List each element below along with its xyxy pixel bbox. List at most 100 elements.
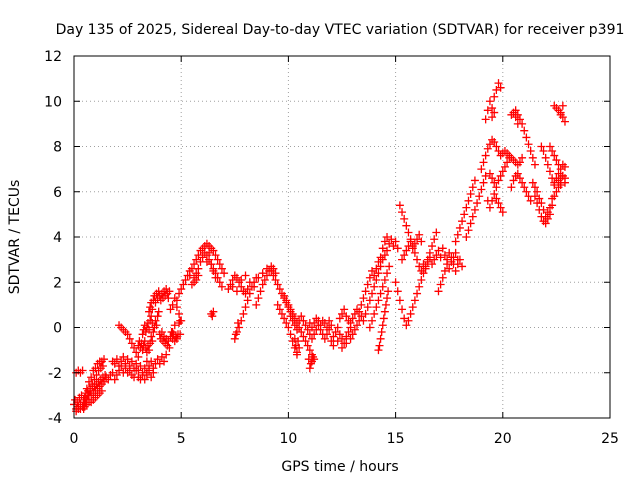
data-point: [157, 352, 166, 361]
y-tick-label: 2: [53, 275, 62, 291]
data-point: [294, 337, 303, 346]
data-point: [149, 364, 158, 373]
data-point: [211, 269, 220, 278]
data-point: [190, 260, 199, 269]
data-point: [168, 328, 177, 337]
data-point: [153, 312, 162, 321]
data-point: [375, 341, 384, 350]
data-point: [498, 208, 507, 217]
data-point: [90, 375, 99, 384]
data-point: [220, 269, 229, 278]
x-tick-labels: 0 5 10 15 20 25: [70, 431, 619, 447]
data-point: [215, 260, 224, 269]
data-point: [243, 296, 252, 305]
data-point: [391, 237, 400, 246]
data-point: [462, 233, 471, 241]
data-point: [237, 275, 246, 284]
data-point: [398, 305, 407, 314]
data-point: [556, 165, 565, 174]
data-point: [515, 115, 524, 124]
data-point: [331, 328, 340, 337]
data-point: [273, 300, 282, 309]
data-point: [207, 260, 216, 269]
data-point: [357, 312, 366, 321]
data-point: [108, 368, 117, 377]
data-point: [539, 205, 548, 214]
data-point: [76, 404, 85, 413]
data-point: [509, 176, 518, 185]
data-point: [307, 357, 316, 366]
data-point: [194, 264, 203, 273]
data-point: [154, 307, 163, 316]
data-point: [464, 196, 473, 205]
data-point: [162, 350, 171, 359]
data-point: [453, 260, 462, 269]
data-point: [550, 151, 559, 160]
data-point: [430, 255, 439, 264]
data-point: [423, 257, 432, 266]
data-point: [507, 183, 516, 192]
data-point: [541, 219, 550, 228]
x-tick-label: 0: [70, 431, 79, 447]
data-point: [421, 264, 430, 273]
data-point: [378, 255, 387, 264]
data-point: [342, 339, 351, 348]
data-point: [494, 176, 503, 185]
data-point: [556, 180, 565, 189]
data-point: [558, 113, 567, 122]
data-point: [402, 221, 411, 230]
data-point: [185, 271, 194, 280]
data-point: [488, 174, 497, 183]
data-point: [234, 318, 243, 327]
data-point: [310, 330, 319, 339]
data-point: [237, 282, 246, 291]
data-point: [275, 285, 284, 294]
data-point: [413, 235, 422, 244]
data-point: [530, 160, 539, 169]
data-point: [545, 142, 554, 151]
data-point: [464, 226, 473, 235]
data-point: [462, 203, 471, 212]
data-point: [297, 328, 306, 337]
data-point: [284, 300, 293, 309]
data-point: [494, 199, 503, 208]
data-point: [432, 251, 441, 260]
data-point: [132, 366, 141, 375]
data-point: [490, 137, 499, 146]
data-point: [522, 187, 531, 196]
data-point: [466, 219, 475, 228]
data-point: [503, 158, 512, 167]
data-point: [123, 330, 132, 339]
data-point: [348, 330, 357, 339]
data-point: [408, 303, 417, 312]
data-point: [479, 158, 488, 167]
data-point: [498, 167, 507, 176]
data-point: [513, 119, 522, 128]
x-tick-label: 20: [494, 431, 512, 447]
data-point: [208, 312, 217, 321]
data-point: [528, 178, 537, 187]
data-point: [383, 294, 392, 303]
data-point: [383, 246, 392, 255]
data-point: [176, 330, 185, 339]
data-point: [436, 253, 445, 262]
data-point: [333, 337, 342, 346]
data-point: [153, 355, 162, 364]
data-point: [258, 269, 267, 278]
data-point: [338, 334, 346, 343]
data-point: [481, 151, 490, 160]
data-point: [329, 332, 338, 341]
data-point: [198, 253, 207, 262]
data-point: [145, 361, 154, 370]
data-point: [558, 101, 567, 110]
data-point: [361, 309, 370, 318]
data-point: [513, 169, 522, 178]
data-point: [365, 273, 374, 282]
data-point: [365, 323, 374, 332]
data-point: [515, 158, 524, 167]
data-point: [78, 366, 87, 375]
data-point: [205, 248, 214, 257]
data-point: [451, 237, 460, 246]
data-point: [286, 305, 295, 314]
